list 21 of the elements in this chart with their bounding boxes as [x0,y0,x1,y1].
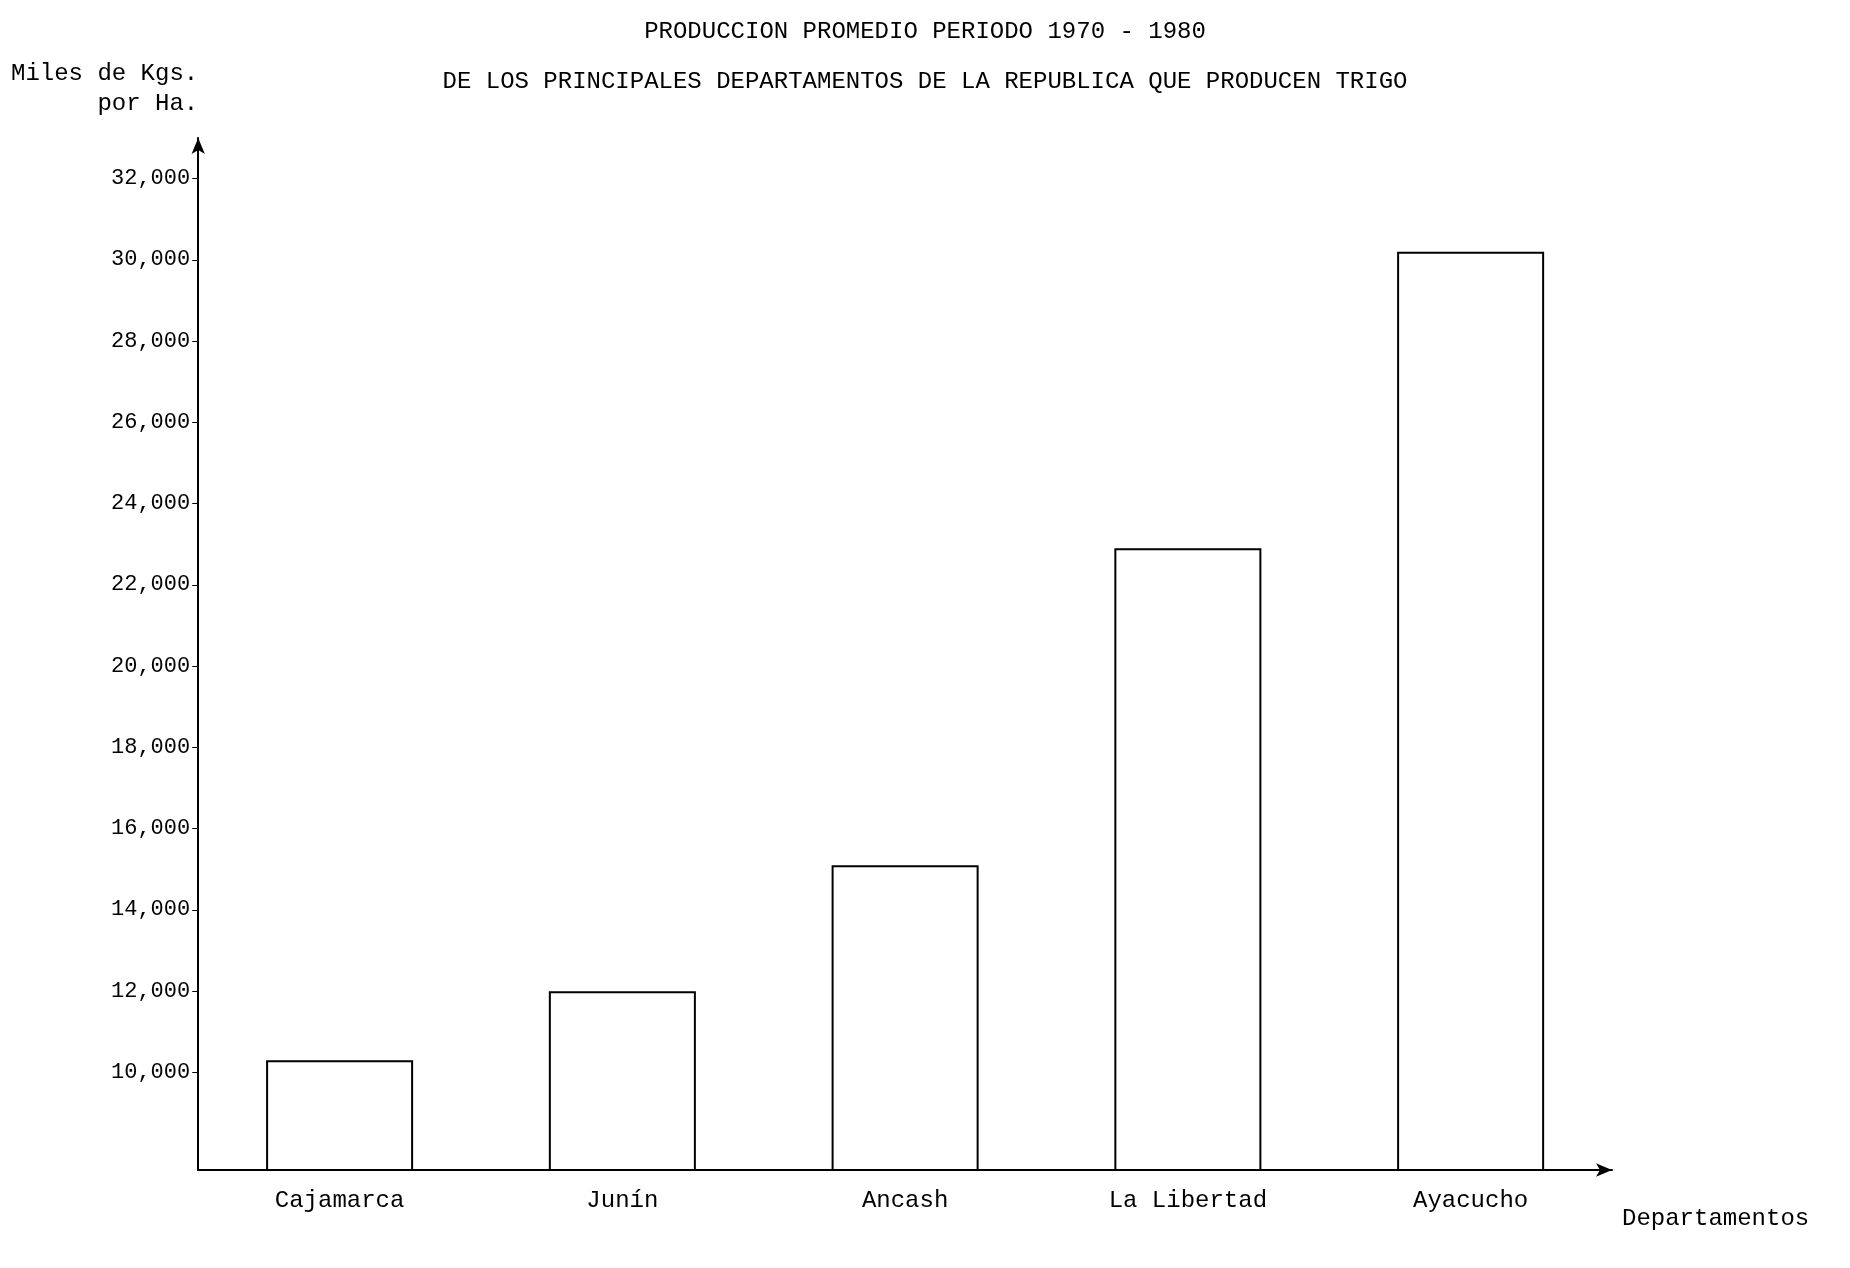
x-tick-label: Ayacucho [1413,1186,1529,1214]
y-tick-label: 18,000 [111,734,191,760]
x-axis-title: Departamentos [1622,1204,1810,1232]
chart-subtitle: DE LOS PRINCIPALES DEPARTAMENTOS DE LA REPUBLICA QUE PRODUCEN TRIGO [442,67,1408,95]
y-tick-label: 24,000 [111,491,191,517]
x-tick-label: Ancash [861,1186,949,1214]
y-tick-label: 16,000 [111,816,191,842]
x-tick-label: Cajamarca [274,1186,405,1214]
y-axis-title: Miles de Kgs. por Ha. [11,59,199,117]
y-tick-label: 26,000 [111,409,191,435]
y-tick-label: 22,000 [111,572,191,598]
y-tick-label: 28,000 [111,328,191,354]
y-tick-label: 32,000 [111,166,191,192]
y-tick-label: 12,000 [111,978,191,1004]
y-tick-label: 10,000 [111,1059,191,1085]
y-tick-label: 20,000 [111,653,191,679]
y-tick-label: 14,000 [111,897,191,923]
x-tick-label: La Libertad [1108,1186,1268,1214]
chart-title: PRODUCCION PROMEDIO PERIODO 1970 - 1980 [644,17,1206,45]
x-tick-label: Junín [586,1186,659,1214]
y-tick-label: 30,000 [111,247,191,273]
